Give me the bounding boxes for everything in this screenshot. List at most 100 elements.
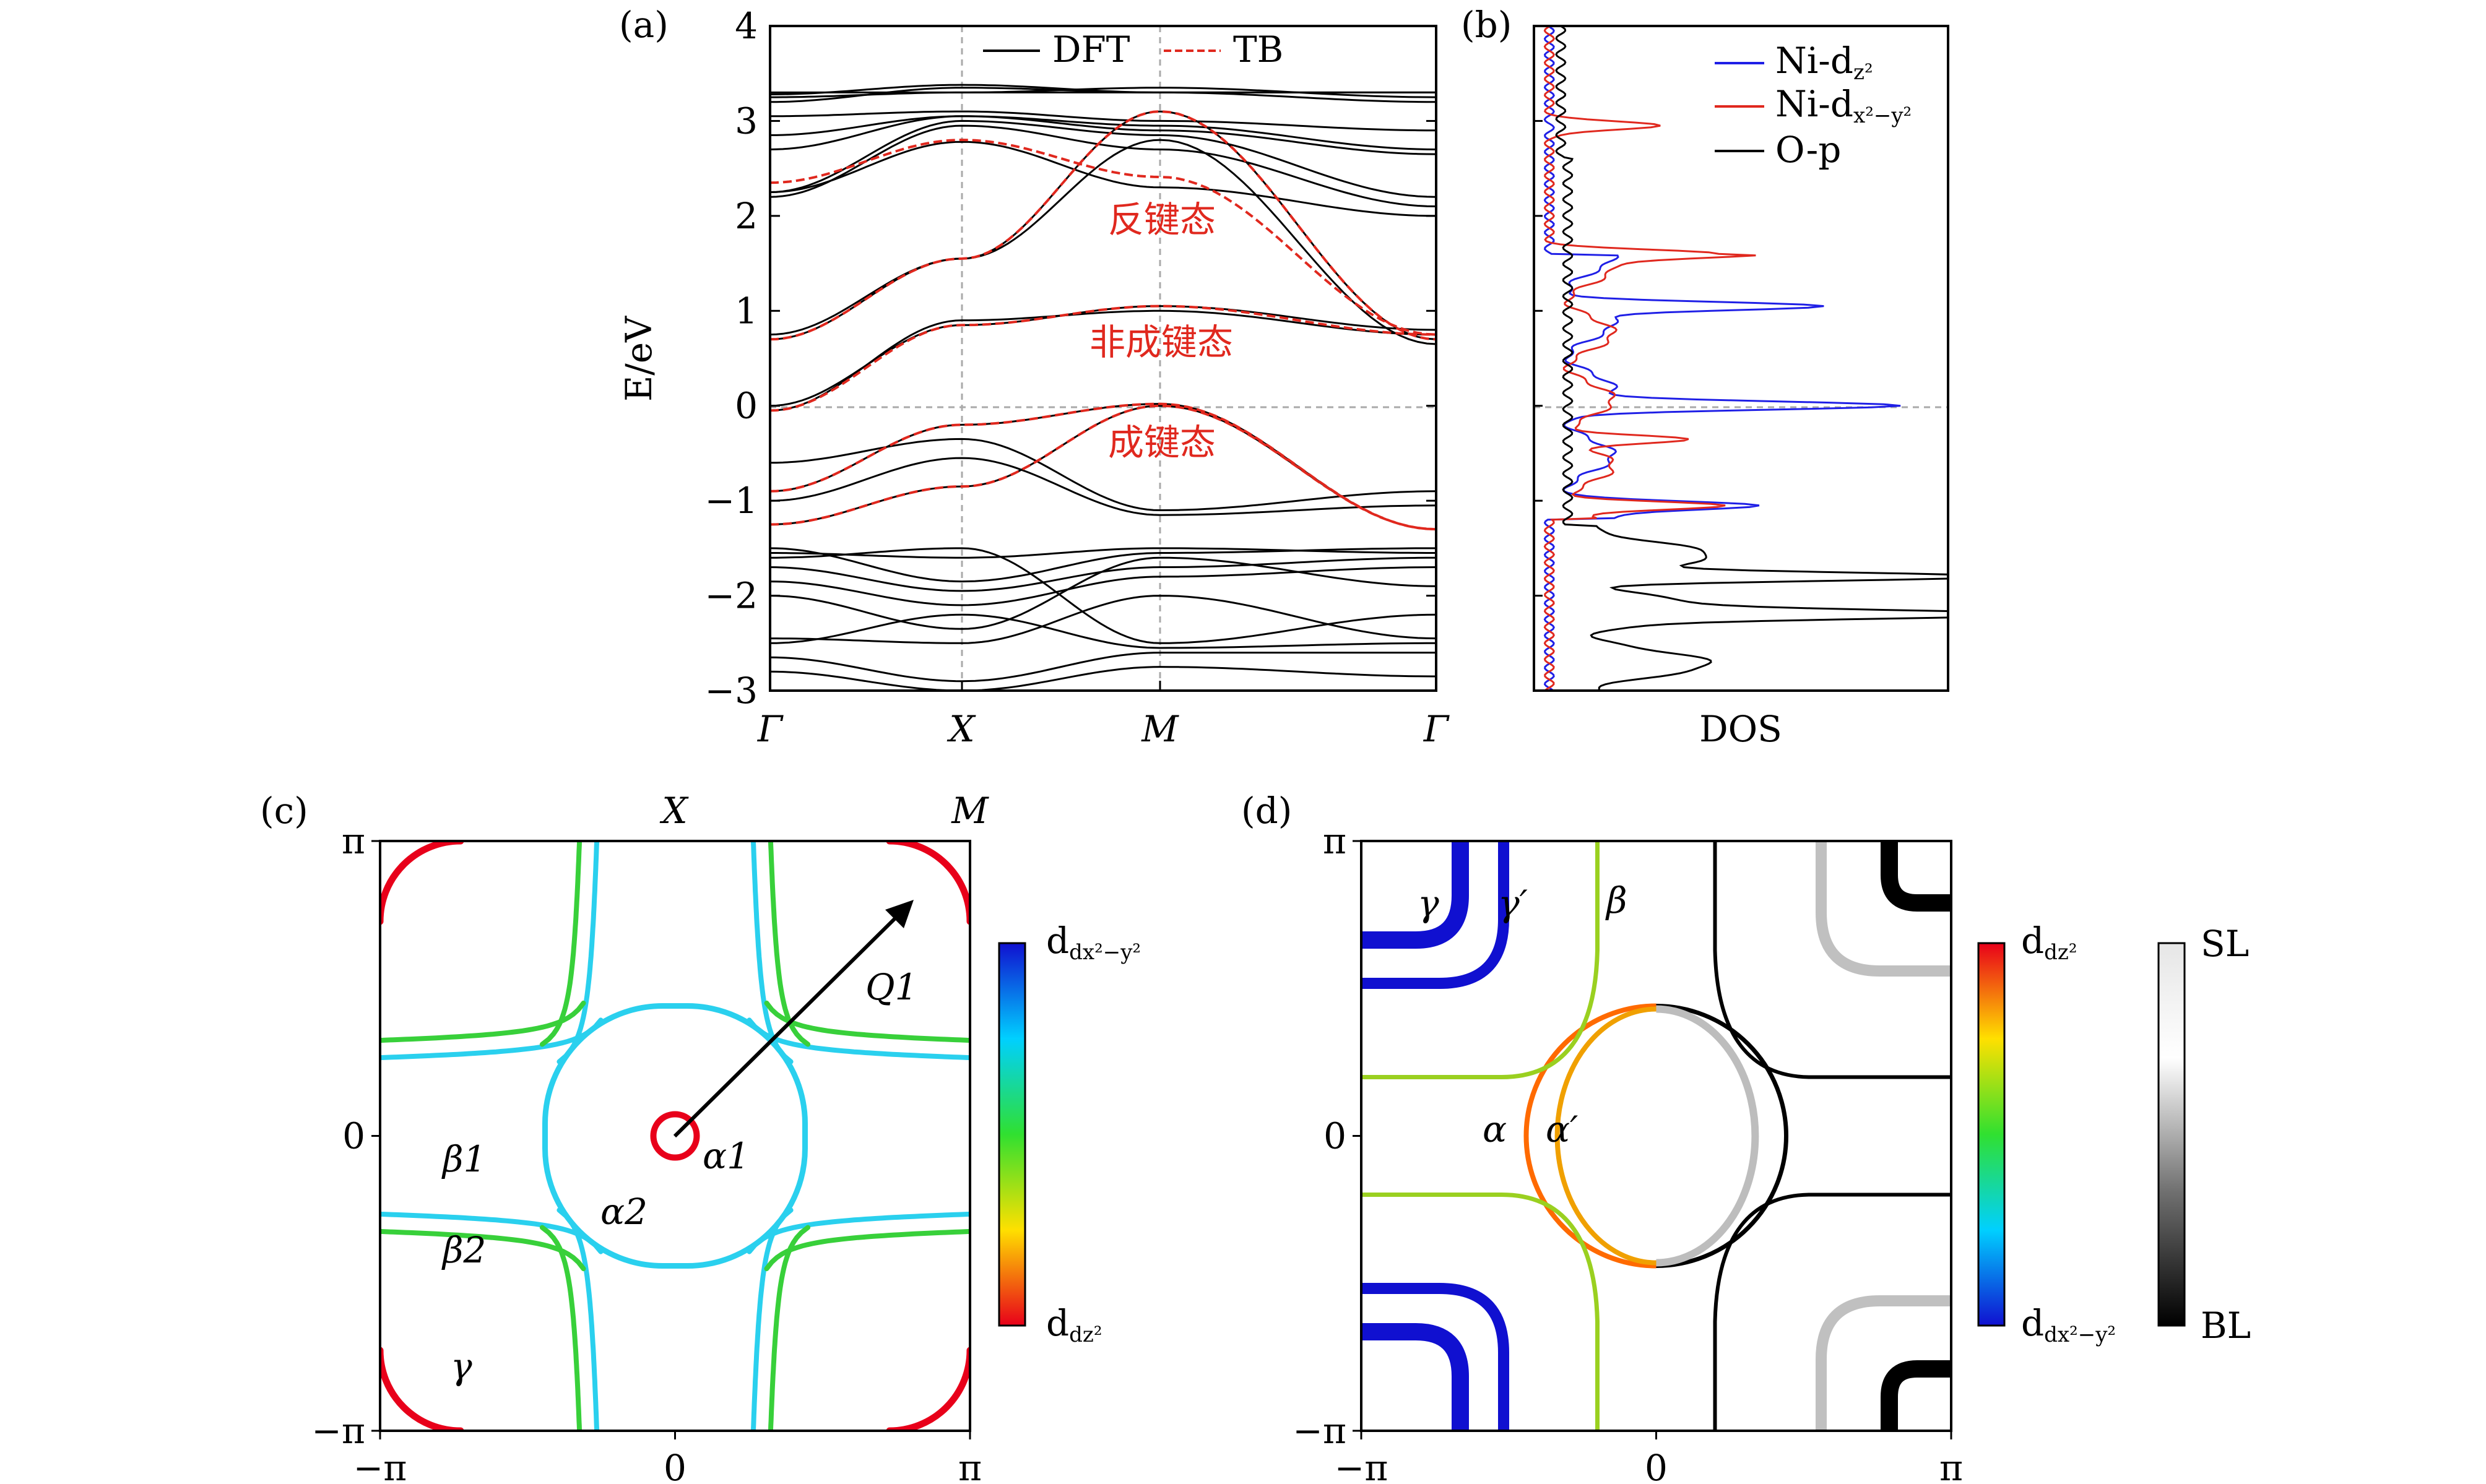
d-y-tick-label: −π <box>1293 1410 1346 1452</box>
beta1-label: β1 <box>441 1138 486 1180</box>
alpha-label-d: α <box>1483 1108 1507 1150</box>
gamma-pocket-c <box>380 841 464 925</box>
y-axis-label: E/eV <box>618 316 660 402</box>
tb-band-line <box>770 304 1436 412</box>
colorbar-c <box>998 942 1026 1327</box>
gamma-pocket-d <box>1881 1360 1951 1431</box>
nonbonding-label: 非成键态 <box>1089 321 1233 363</box>
dos-curve <box>1555 26 1948 691</box>
tb-band-line <box>770 110 1436 341</box>
beta-sheet-d-left <box>1361 841 1600 1079</box>
gamma-pocket-d <box>1361 841 1469 949</box>
beta-sheet-v <box>768 841 811 1047</box>
tb-band-line <box>770 139 1436 336</box>
axes-frame-a <box>769 25 1437 692</box>
fermi-surface-d-curves <box>1361 841 1951 1431</box>
y-tick-label-a: 0 <box>735 385 758 427</box>
dft-band-line <box>770 666 1436 691</box>
panel-a-label: (a) <box>619 4 669 46</box>
beta-sheet-h <box>380 1211 604 1254</box>
dft-band-line <box>770 556 1436 630</box>
c-top-label-x: X <box>659 790 689 832</box>
panel-d: (d) −π 0 π π 0 −π γ γ′ β α α′ ddz² ddx²−y² SL… <box>1241 790 2251 1484</box>
y-tick-label-a: 4 <box>735 5 758 47</box>
gamma-pocket-c <box>886 841 970 925</box>
dft-band-line <box>770 457 1436 516</box>
fermi-surface-d <box>1361 841 1951 1431</box>
beta-sheet-h <box>764 1228 970 1272</box>
beta-sheet-v <box>539 1225 583 1431</box>
x-tick-label-a: Γ <box>757 708 784 750</box>
dos-curves <box>1543 26 1948 691</box>
gamma-pocket-d <box>1361 1323 1469 1431</box>
legend-op-label: O-p <box>1775 129 1841 171</box>
dft-band-line <box>770 566 1436 606</box>
beta-sheet-v <box>768 1225 811 1431</box>
alpha2-pocket <box>542 1003 808 1269</box>
panel-c: (c) X M −π 0 π π 0 −π Q1 α1 α2 β1 β2 γ ddx²−y… <box>260 790 1141 1484</box>
ticks-d: −π 0 π π 0 −π <box>1293 820 1963 1484</box>
tb-bands <box>770 110 1436 531</box>
legend-nix2y2-label: Ni-dx²−y² <box>1775 83 1912 128</box>
d-x-tick-label: −π <box>1335 1447 1388 1484</box>
gamma-prime-label: γ′ <box>1498 882 1528 925</box>
x-tick-label-a: M <box>1141 708 1179 750</box>
dos-curve <box>1543 26 1756 691</box>
q1-arrowhead <box>885 900 914 928</box>
dos-x-label: DOS <box>1699 708 1782 750</box>
beta-sheet-h <box>764 1000 970 1043</box>
q1-label: Q1 <box>865 966 917 1008</box>
dft-band-line <box>770 652 1436 683</box>
antibonding-label: 反键态 <box>1108 199 1216 241</box>
band-structure-plot <box>770 26 1436 691</box>
beta-label-d: β <box>1605 879 1627 921</box>
tb-band-line <box>770 402 1436 531</box>
alpha-pocket-right <box>1656 1004 1788 1268</box>
beta-sheet-v <box>750 841 794 1064</box>
beta-sheet-h <box>747 1017 970 1061</box>
dft-band-line <box>770 403 1436 530</box>
gamma-label-c: γ <box>451 1345 472 1387</box>
gamma-pocket-c <box>886 1347 970 1431</box>
beta-sheet-h <box>747 1211 970 1254</box>
alpha-prime-pocket-right <box>1656 1005 1759 1267</box>
panel-b-label: (b) <box>1461 4 1512 46</box>
y-ticks-b <box>1534 25 1543 692</box>
dft-band-line <box>770 119 1436 198</box>
y-ticks-a: 4 3 2 1 0 −1 −2 −3 <box>705 5 1436 712</box>
beta-sheet-v <box>557 841 600 1064</box>
beta2-label: β2 <box>441 1229 486 1271</box>
d-x-tick-label: 0 <box>1645 1447 1668 1484</box>
y-tick-label-a: 2 <box>735 195 758 237</box>
c-y-tick-label: −π <box>311 1410 365 1452</box>
y-tick-label-a: −2 <box>705 575 758 617</box>
y-tick-label-a: −3 <box>705 670 758 712</box>
colorbar-d2-top-label: SL <box>2201 923 2249 965</box>
dft-band-line <box>770 547 1436 559</box>
c-y-tick-label: π <box>342 820 365 862</box>
beta-sheet-v <box>750 1207 794 1431</box>
dft-band-line <box>770 87 1436 103</box>
gamma-pocket-d <box>1816 1295 1951 1431</box>
y-tick-label-a: 1 <box>735 290 758 332</box>
beta-sheet-h <box>380 1017 604 1061</box>
d-y-tick-label: π <box>1323 820 1346 862</box>
legend-dft-label: DFT <box>1052 28 1130 71</box>
beta-sheet-d-right <box>1713 841 1951 1079</box>
q1-arrow <box>673 914 899 1138</box>
dft-band-line <box>770 613 1436 649</box>
gamma-pocket-d <box>1881 841 1951 912</box>
colorbar-c-bottom-label: ddz² <box>1046 1302 1102 1347</box>
dft-band-line <box>770 115 1436 150</box>
colorbar-d-layer <box>2157 942 2186 1327</box>
gamma-pocket-d <box>1361 841 1509 989</box>
colorbar-d2-bottom-label: BL <box>2201 1305 2251 1347</box>
y-tick-label-a: −1 <box>705 480 758 522</box>
panel-c-label: (c) <box>260 790 308 832</box>
dft-band-line <box>770 547 1436 644</box>
dft-band-line <box>770 140 1436 217</box>
dft-band-line <box>770 110 1436 132</box>
dft-band-line <box>770 595 1436 644</box>
